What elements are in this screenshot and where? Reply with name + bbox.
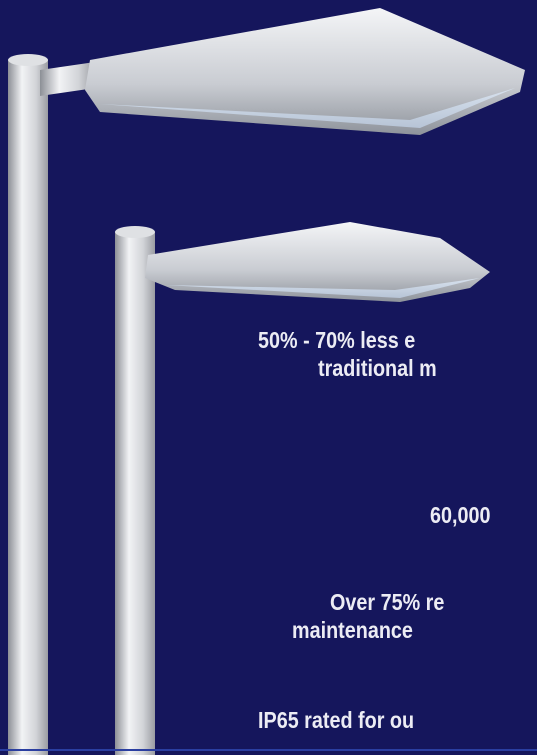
feature-text: 60,000: [430, 502, 491, 528]
feature-text: maintenance: [292, 617, 413, 643]
arm: [40, 62, 95, 96]
pole-cap: [115, 226, 155, 238]
pole: [8, 60, 48, 755]
bottom-rule: [0, 749, 537, 751]
pole: [115, 232, 155, 755]
lamp-lens: [165, 278, 480, 298]
lamp-head: [85, 8, 525, 135]
feature-text: 50% - 70% less e: [258, 327, 416, 353]
feature-text: Over 75% re: [330, 589, 445, 615]
lamp-head: [145, 222, 490, 302]
pole-cap: [8, 54, 48, 66]
feature-text: traditional m: [318, 355, 437, 381]
feature-text: IP65 rated for ou: [258, 707, 415, 733]
